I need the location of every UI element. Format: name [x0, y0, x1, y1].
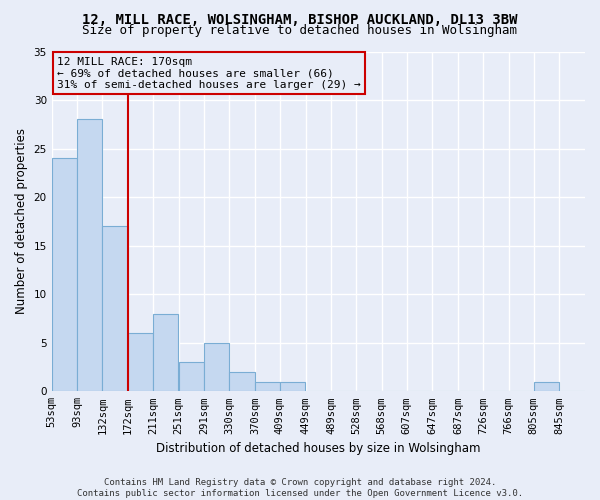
- Text: 12 MILL RACE: 170sqm
← 69% of detached houses are smaller (66)
31% of semi-detac: 12 MILL RACE: 170sqm ← 69% of detached h…: [57, 56, 361, 90]
- Bar: [179, 362, 204, 392]
- Bar: [534, 382, 559, 392]
- Bar: [103, 226, 128, 392]
- Bar: [205, 343, 229, 392]
- Bar: [280, 382, 305, 392]
- Text: Size of property relative to detached houses in Wolsingham: Size of property relative to detached ho…: [83, 24, 517, 37]
- X-axis label: Distribution of detached houses by size in Wolsingham: Distribution of detached houses by size …: [156, 442, 481, 455]
- Bar: [153, 314, 178, 392]
- Bar: [52, 158, 77, 392]
- Bar: [229, 372, 255, 392]
- Text: Contains HM Land Registry data © Crown copyright and database right 2024.
Contai: Contains HM Land Registry data © Crown c…: [77, 478, 523, 498]
- Text: 12, MILL RACE, WOLSINGHAM, BISHOP AUCKLAND, DL13 3BW: 12, MILL RACE, WOLSINGHAM, BISHOP AUCKLA…: [82, 12, 518, 26]
- Y-axis label: Number of detached properties: Number of detached properties: [15, 128, 28, 314]
- Bar: [128, 333, 153, 392]
- Bar: [77, 120, 102, 392]
- Bar: [255, 382, 280, 392]
